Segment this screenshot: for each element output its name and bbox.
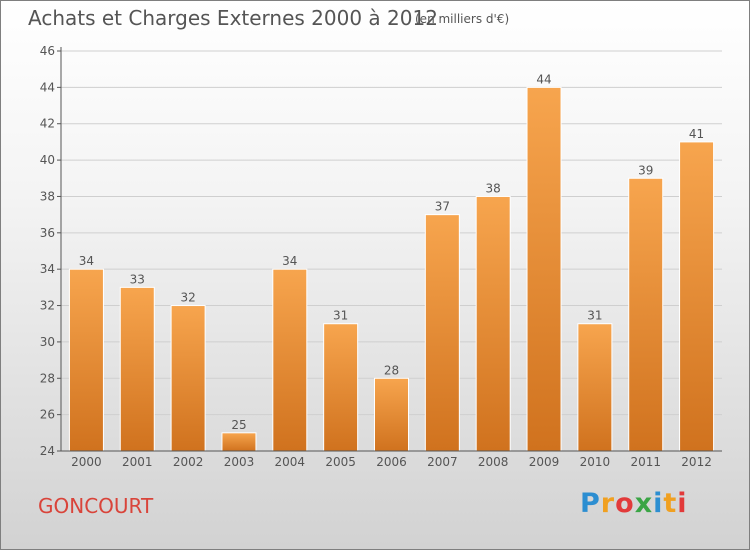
commune-name: GONCOURT bbox=[38, 494, 154, 518]
y-tick-label: 34 bbox=[40, 262, 55, 276]
bar bbox=[526, 86, 562, 452]
data-label: 37 bbox=[435, 200, 450, 214]
data-label: 31 bbox=[587, 309, 602, 323]
data-label: 31 bbox=[333, 309, 348, 323]
logo-letter: x bbox=[634, 488, 654, 519]
chart-title: Achats et Charges Externes 2000 à 2012 bbox=[28, 6, 438, 30]
data-label: 39 bbox=[638, 163, 653, 177]
bar bbox=[170, 305, 206, 452]
y-tick-label: 24 bbox=[40, 444, 55, 458]
y-tick-label: 40 bbox=[40, 153, 55, 167]
bar bbox=[272, 268, 308, 452]
x-tick-label: 2006 bbox=[376, 455, 407, 469]
bar bbox=[221, 432, 257, 452]
bar bbox=[323, 323, 359, 452]
x-tick-label: 2002 bbox=[173, 455, 204, 469]
chart-subtitle: (en milliers d'€) bbox=[415, 12, 510, 26]
data-label: 28 bbox=[384, 363, 399, 377]
x-tick-label: 2004 bbox=[275, 455, 306, 469]
data-label: 34 bbox=[282, 254, 297, 268]
logo-letter: r bbox=[600, 488, 616, 519]
x-tick-label: 2007 bbox=[427, 455, 458, 469]
x-tick-label: 2003 bbox=[224, 455, 255, 469]
x-tick-label: 2011 bbox=[630, 455, 661, 469]
y-tick-label: 32 bbox=[40, 299, 55, 313]
proxiti-logo[interactable]: Proxiti bbox=[580, 488, 688, 519]
y-tick-label: 30 bbox=[40, 335, 55, 349]
logo-letter: i bbox=[677, 488, 688, 519]
data-label: 41 bbox=[689, 127, 704, 141]
bar bbox=[68, 268, 104, 452]
data-label: 32 bbox=[180, 291, 195, 305]
x-tick-label: 2009 bbox=[529, 455, 560, 469]
y-tick-label: 46 bbox=[40, 44, 55, 58]
bars bbox=[68, 86, 715, 452]
x-tick-label: 2000 bbox=[71, 455, 102, 469]
bar bbox=[628, 177, 664, 452]
bar bbox=[119, 286, 155, 452]
bar bbox=[679, 141, 715, 452]
y-tick-label: 26 bbox=[40, 408, 55, 422]
y-tick-label: 42 bbox=[40, 117, 55, 131]
x-tick-label: 2005 bbox=[325, 455, 356, 469]
y-tick-label: 28 bbox=[40, 371, 55, 385]
x-tick-label: 2008 bbox=[478, 455, 509, 469]
data-label: 34 bbox=[79, 254, 94, 268]
data-label: 44 bbox=[536, 72, 551, 86]
bar bbox=[577, 323, 613, 452]
bar bbox=[374, 377, 409, 452]
grid-lines bbox=[61, 50, 722, 416]
labels: 24 26 28 30 32 34 36 38 40 42 44 46 34 2000 33 2001 32 20… bbox=[40, 44, 712, 469]
y-tick-label: 38 bbox=[40, 189, 55, 203]
logo-letter: P bbox=[580, 488, 601, 519]
logo-letter: t bbox=[663, 488, 678, 519]
y-tick-label: 44 bbox=[40, 80, 55, 94]
bar bbox=[424, 214, 460, 452]
axes bbox=[57, 47, 722, 452]
data-label: 25 bbox=[231, 418, 246, 432]
data-label: 33 bbox=[130, 272, 145, 286]
x-tick-label: 2012 bbox=[681, 455, 712, 469]
data-label: 38 bbox=[486, 181, 501, 195]
bar bbox=[475, 195, 511, 452]
logo-letter: i bbox=[653, 488, 664, 519]
y-tick-label: 36 bbox=[40, 226, 55, 240]
x-tick-label: 2001 bbox=[122, 455, 153, 469]
x-tick-label: 2010 bbox=[580, 455, 611, 469]
logo-letter: o bbox=[615, 488, 635, 519]
